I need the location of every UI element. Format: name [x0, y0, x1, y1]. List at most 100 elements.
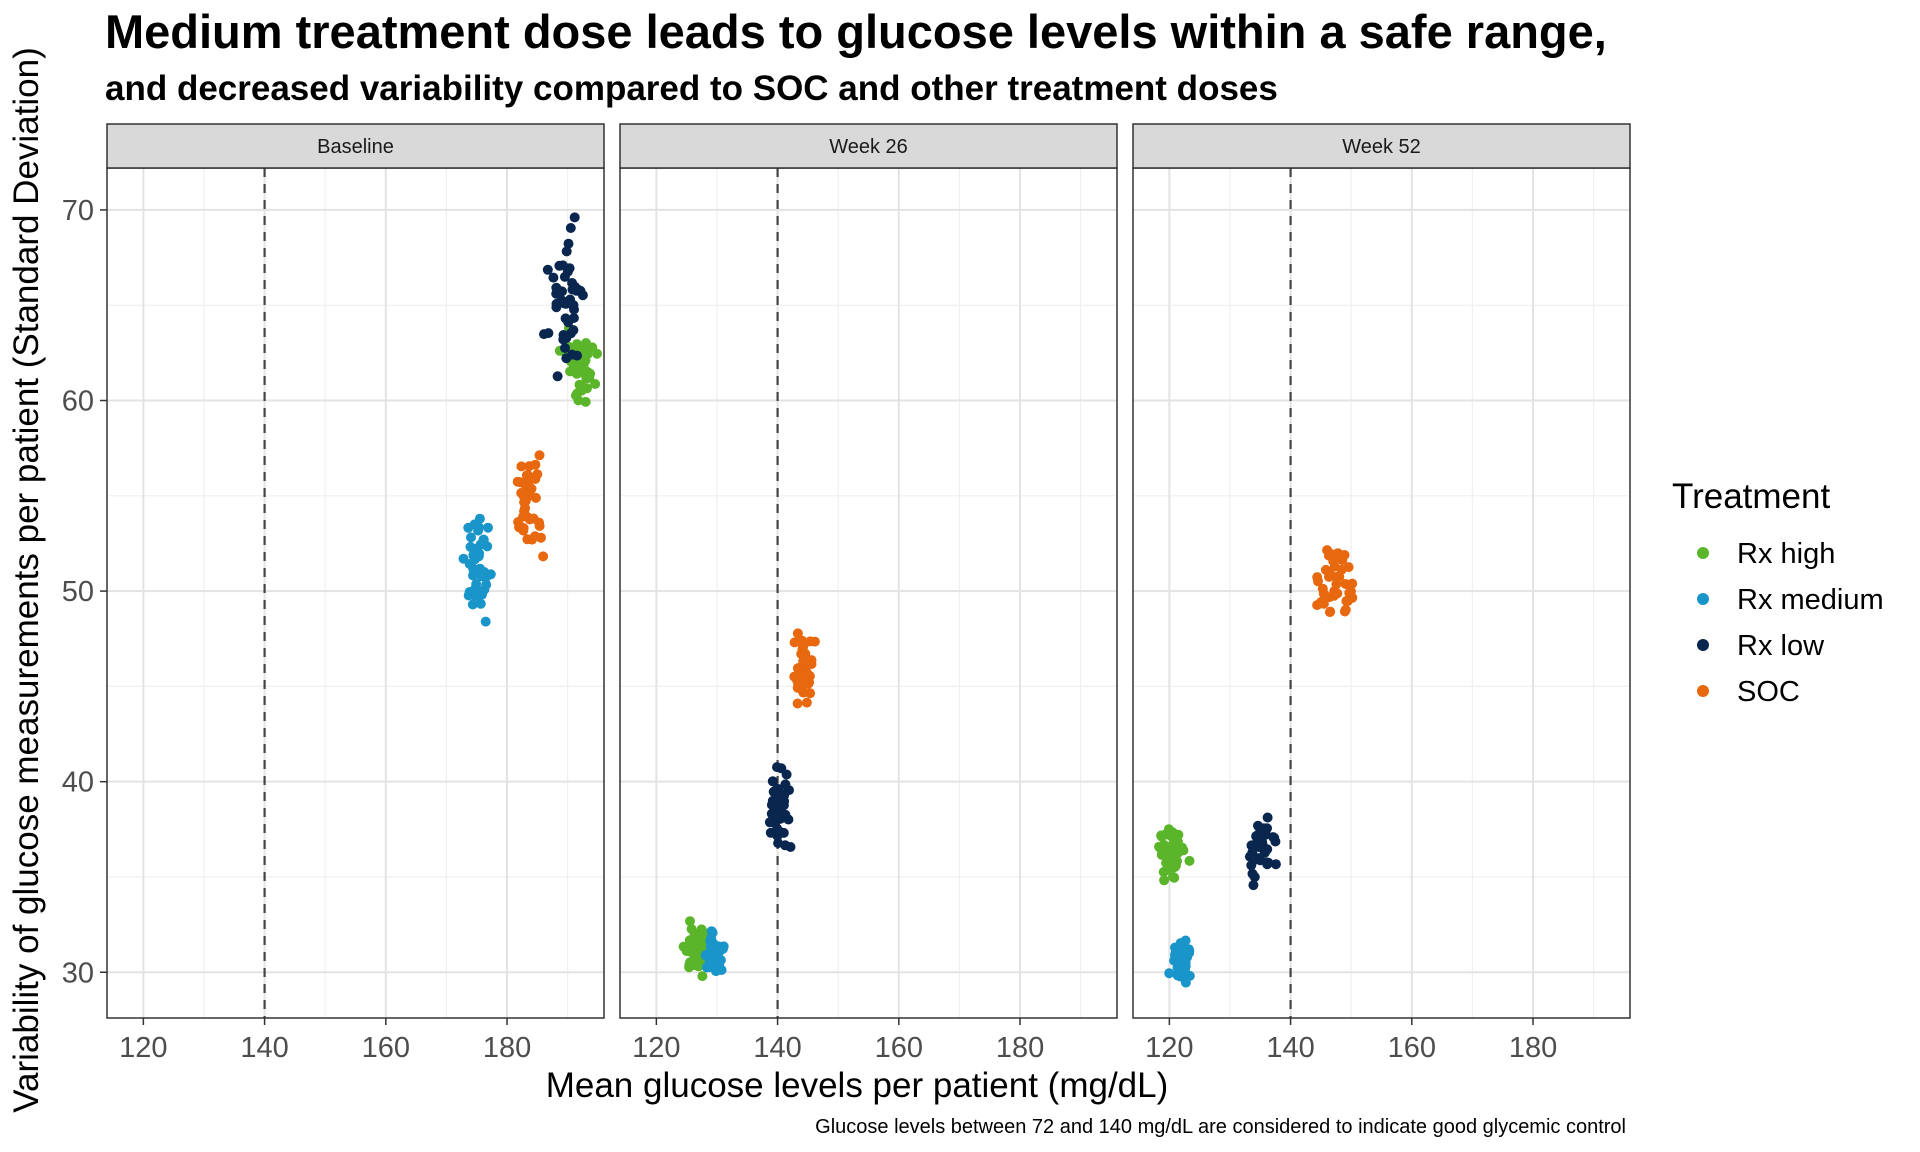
data-point	[1324, 592, 1335, 603]
data-point	[534, 450, 545, 461]
data-point	[560, 343, 570, 353]
y-axis-title: Variability of glucose measurements per …	[7, 47, 46, 1112]
data-point	[515, 521, 526, 532]
series-rx-medium	[1164, 935, 1195, 988]
legend-label: SOC	[1737, 676, 1800, 708]
data-point	[1312, 572, 1323, 583]
panel-background	[1133, 168, 1630, 1018]
data-point	[1270, 859, 1281, 870]
y-tick-label: 40	[62, 767, 94, 799]
series-rx-medium	[458, 513, 496, 627]
data-point	[1325, 606, 1336, 617]
data-point	[1159, 875, 1170, 886]
data-point	[1318, 598, 1329, 609]
data-point	[581, 338, 591, 348]
data-point	[590, 379, 601, 389]
data-point	[1184, 855, 1195, 866]
data-point	[1183, 944, 1194, 955]
data-point	[1262, 823, 1272, 834]
data-point	[592, 348, 602, 359]
data-point	[780, 809, 791, 820]
data-point	[481, 579, 492, 590]
data-point	[551, 282, 562, 293]
data-point	[548, 272, 559, 283]
data-point	[1178, 845, 1189, 856]
chart-subtitle: and decreased variability compared to SO…	[105, 69, 1278, 108]
data-point	[473, 551, 484, 562]
data-point	[792, 698, 803, 709]
data-point	[516, 461, 527, 472]
data-point	[516, 488, 527, 498]
data-point	[789, 637, 800, 648]
data-point	[470, 583, 481, 594]
data-point	[1244, 851, 1255, 862]
data-point	[1339, 550, 1350, 560]
data-point	[564, 263, 575, 274]
x-axis-ticks: 120 140 160 180 120 140 160 180 120 140 160 180	[119, 1018, 1557, 1064]
data-point	[796, 672, 807, 683]
data-point	[559, 271, 570, 282]
data-point	[700, 950, 711, 961]
data-point	[764, 817, 775, 828]
x-tick-label: 120	[119, 1032, 167, 1064]
data-point	[781, 769, 792, 780]
data-point	[571, 285, 582, 296]
data-point	[470, 591, 481, 602]
data-point	[801, 697, 812, 708]
data-point	[522, 534, 533, 545]
data-point	[475, 598, 486, 609]
x-axis-title: Mean glucose levels per patient (mg/dL)	[546, 1066, 1169, 1105]
panel-background	[107, 168, 604, 1018]
data-point	[685, 957, 696, 968]
data-point	[772, 809, 783, 819]
legend-items: Rx high Rx medium Rx low SOC	[1697, 538, 1884, 708]
data-point	[711, 966, 721, 977]
data-point	[565, 223, 576, 233]
y-tick-label: 60	[62, 386, 94, 418]
data-point	[772, 823, 783, 834]
data-point	[581, 373, 592, 384]
data-point	[561, 246, 572, 257]
data-point	[530, 531, 540, 542]
data-point	[718, 941, 729, 952]
data-point	[697, 971, 708, 982]
data-point	[792, 628, 803, 639]
data-point	[539, 329, 549, 340]
data-point	[773, 838, 784, 849]
data-point	[806, 655, 817, 666]
legend-key-rx-low	[1697, 639, 1709, 651]
data-point	[468, 570, 478, 581]
series-rx-low	[1244, 812, 1281, 891]
legend-key-soc	[1697, 685, 1709, 697]
data-point	[483, 522, 493, 533]
y-tick-label: 50	[62, 576, 94, 608]
x-tick-label: 120	[1145, 1032, 1193, 1064]
data-point	[708, 950, 719, 961]
facet-strip	[619, 123, 1118, 169]
data-point	[1170, 950, 1180, 961]
data-point	[1252, 840, 1263, 851]
data-point	[530, 492, 541, 503]
data-point	[1262, 812, 1273, 823]
data-point	[475, 539, 486, 550]
data-point	[798, 687, 809, 698]
legend-label: Rx low	[1737, 630, 1825, 662]
data-point	[768, 786, 779, 797]
legend-label: Rx medium	[1737, 584, 1884, 616]
chart-title: Medium treatment dose leads to glucose l…	[105, 5, 1607, 58]
data-point	[784, 785, 794, 796]
x-tick-label: 140	[240, 1032, 288, 1064]
facet-strip-label: Week 26	[829, 136, 908, 158]
data-point	[565, 294, 576, 305]
data-point	[692, 937, 703, 948]
data-point	[1173, 829, 1184, 840]
x-tick-label: 160	[875, 1032, 923, 1064]
data-point	[1270, 836, 1281, 847]
data-point	[1248, 880, 1259, 891]
data-point	[800, 661, 811, 672]
facet-strip	[1132, 123, 1631, 169]
data-point	[1340, 604, 1351, 615]
panel-background	[620, 168, 1117, 1018]
series-rx-medium	[700, 926, 729, 977]
facet-strip-label: Week 52	[1342, 136, 1421, 158]
